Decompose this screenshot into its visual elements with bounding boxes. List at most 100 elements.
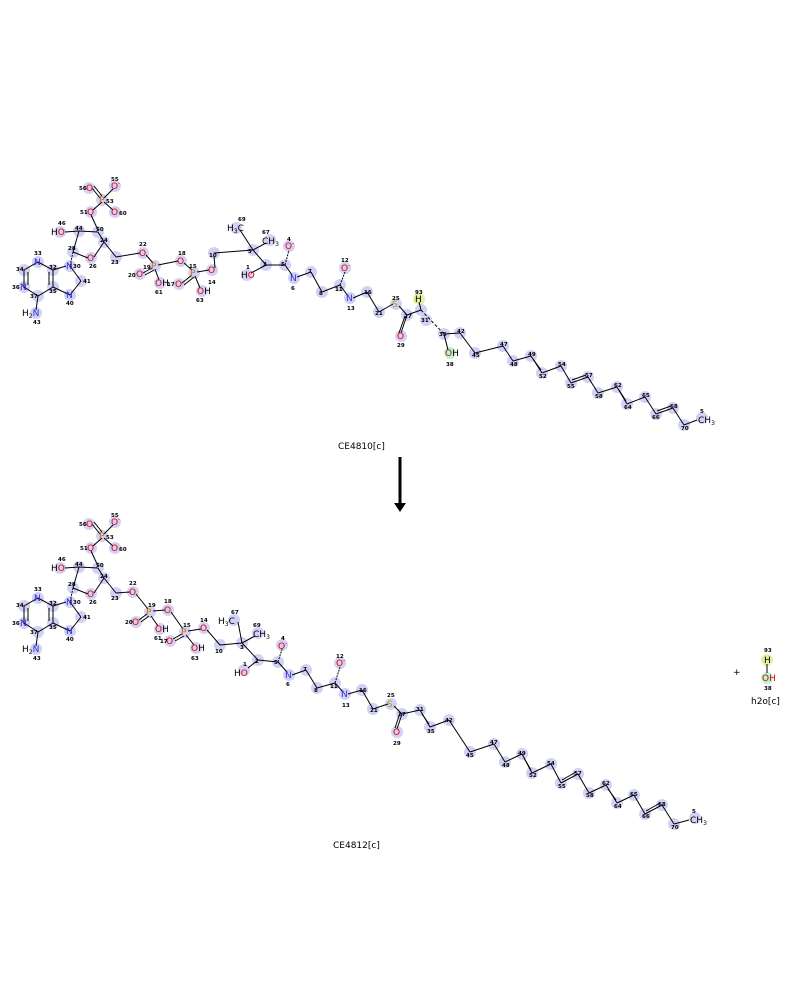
svg-text:66: 66: [642, 814, 650, 820]
svg-text:31: 31: [421, 318, 429, 324]
svg-text:27: 27: [404, 314, 412, 320]
svg-text:N: N: [34, 594, 41, 604]
svg-text:O: O: [86, 184, 93, 194]
svg-text:5: 5: [692, 809, 696, 815]
hydrogen-atom: H: [764, 656, 771, 666]
svg-text:OH: OH: [197, 287, 211, 297]
svg-text:51: 51: [80, 210, 88, 216]
svg-text:N: N: [20, 283, 27, 293]
svg-text:N: N: [34, 258, 41, 268]
svg-text:43: 43: [33, 320, 41, 326]
svg-text:5: 5: [281, 262, 285, 268]
svg-text:45: 45: [466, 753, 474, 759]
svg-text:CH3: CH3: [262, 237, 279, 248]
svg-text:56: 56: [79, 522, 87, 528]
svg-text:21: 21: [370, 708, 378, 714]
svg-text:49: 49: [518, 751, 526, 757]
svg-text:6: 6: [286, 682, 290, 688]
svg-text:O-: O-: [111, 180, 120, 192]
svg-text:25: 25: [387, 693, 395, 699]
svg-text:63: 63: [196, 298, 204, 304]
svg-text:32: 32: [49, 265, 57, 271]
svg-text:69: 69: [238, 217, 246, 223]
svg-text:11: 11: [330, 684, 338, 690]
svg-text:N: N: [341, 690, 348, 700]
svg-text:64: 64: [624, 405, 632, 411]
svg-text:24: 24: [100, 238, 108, 244]
svg-text:OH: OH: [155, 279, 169, 289]
svg-text:HO: HO: [241, 271, 255, 281]
svg-text:19: 19: [143, 265, 151, 271]
svg-text:53: 53: [106, 535, 114, 541]
svg-text:N: N: [66, 262, 73, 272]
svg-text:O: O: [139, 249, 146, 259]
svg-text:15: 15: [183, 623, 191, 629]
svg-text:12: 12: [341, 258, 349, 264]
reactant-molecule: O O- P O O HO O N N N N H2N O P O OH O P…: [12, 177, 715, 432]
svg-text:55: 55: [558, 784, 566, 790]
svg-text:35: 35: [439, 332, 447, 338]
svg-text:HO: HO: [234, 669, 248, 679]
svg-text:24: 24: [100, 574, 108, 580]
svg-text:16: 16: [364, 290, 372, 296]
svg-text:57: 57: [585, 373, 593, 379]
svg-text:37: 37: [30, 294, 38, 300]
svg-text:47: 47: [490, 740, 498, 746]
svg-text:H2N: H2N: [22, 309, 39, 320]
svg-text:42: 42: [457, 329, 465, 335]
svg-text:P: P: [181, 628, 187, 638]
svg-text:15: 15: [189, 264, 197, 270]
svg-text:68: 68: [658, 802, 666, 808]
svg-text:N: N: [66, 627, 73, 637]
svg-text:34: 34: [16, 267, 24, 273]
svg-text:O: O: [208, 266, 215, 276]
svg-text:26: 26: [89, 600, 97, 606]
svg-text:OH: OH: [191, 644, 205, 654]
svg-text:S: S: [392, 300, 398, 310]
svg-text:1: 1: [243, 662, 247, 668]
svg-text:CH3: CH3: [690, 816, 707, 827]
water-molecule: H OH 93 38: [761, 648, 776, 692]
svg-text:18: 18: [164, 599, 172, 605]
svg-text:64: 64: [614, 804, 622, 810]
svg-text:O: O: [166, 637, 173, 647]
svg-text:HO: HO: [51, 564, 65, 574]
svg-text:16: 16: [359, 688, 367, 694]
svg-text:P: P: [99, 196, 105, 206]
svg-text:30: 30: [73, 600, 81, 606]
atom-labels: O O- P O O HO O N N N N H2N O P O OH O P…: [20, 516, 707, 827]
svg-text:58: 58: [586, 793, 594, 799]
svg-text:19: 19: [148, 603, 156, 609]
product-molecule: O O- P O O HO O N N N N H2N O P O OH O P…: [12, 513, 707, 831]
svg-text:OH: OH: [155, 625, 169, 635]
side-product-label: h2o[c]: [751, 697, 780, 707]
svg-text:29: 29: [393, 741, 401, 747]
svg-text:62: 62: [602, 781, 610, 787]
svg-text:5: 5: [700, 409, 704, 415]
atom-number-93: 93: [764, 648, 772, 654]
atom-highlights: [18, 516, 701, 830]
svg-text:35: 35: [427, 729, 435, 735]
svg-text:22: 22: [139, 242, 147, 248]
svg-text:10: 10: [209, 253, 217, 259]
svg-text:14: 14: [200, 618, 208, 624]
svg-text:55: 55: [111, 513, 119, 519]
svg-text:O: O: [87, 590, 94, 600]
svg-text:O: O: [129, 588, 136, 598]
svg-text:28: 28: [68, 246, 76, 252]
svg-text:32: 32: [49, 601, 57, 607]
svg-text:27: 27: [398, 712, 406, 718]
svg-text:N: N: [290, 274, 297, 284]
svg-text:70: 70: [681, 426, 689, 432]
svg-text:O-: O-: [341, 262, 350, 274]
svg-text:O-: O-: [278, 640, 287, 652]
svg-text:53: 53: [106, 199, 114, 205]
svg-text:2: 2: [255, 659, 259, 665]
svg-text:50: 50: [96, 563, 104, 569]
bonds: [23, 521, 690, 825]
svg-text:61: 61: [154, 636, 162, 642]
svg-text:O: O: [177, 257, 184, 267]
svg-text:17: 17: [167, 282, 175, 288]
svg-text:14: 14: [208, 280, 216, 286]
